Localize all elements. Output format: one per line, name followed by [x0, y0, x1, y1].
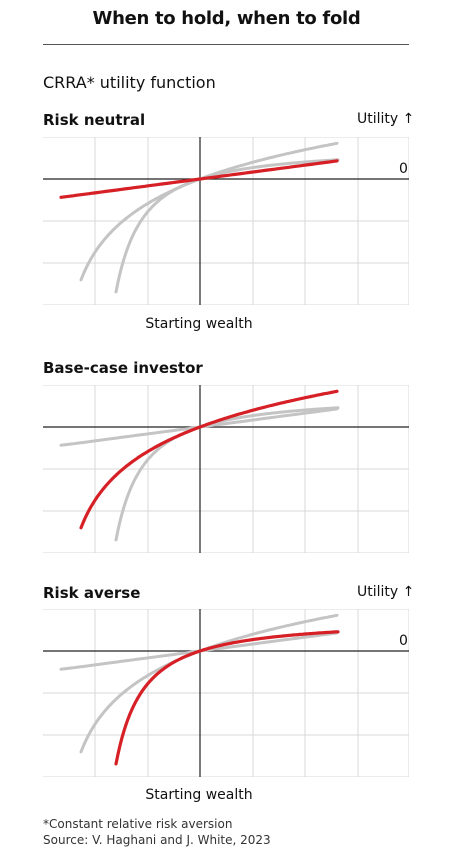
x-axis-label-1: Starting wealth: [145, 316, 253, 332]
series-power-reference: [114, 158, 340, 294]
zero-label-1: 0: [399, 161, 408, 177]
series-linear-highlight: [59, 159, 339, 199]
utility-axis-label-1: Utility ↑: [357, 111, 415, 127]
series-power-reference: [114, 406, 340, 542]
footnote-text: *Constant relative risk aversion: [43, 817, 233, 831]
risk-averse-chart: [43, 609, 409, 777]
panel-title-base-case-investor: Base-case investor: [43, 359, 203, 377]
panel-title-risk-averse: Risk averse: [43, 584, 141, 602]
risk-neutral-chart: [43, 137, 409, 305]
footnote: *Constant relative risk aversion Source:…: [43, 816, 271, 848]
utility-axis-label-3: Utility ↑: [357, 584, 415, 600]
x-axis-label-3: Starting wealth: [145, 787, 253, 803]
series-power-highlight: [114, 630, 340, 766]
series-log-highlight: [79, 389, 339, 530]
source-text: Source: V. Haghani and J. White, 2023: [43, 833, 271, 847]
title-rule: [43, 44, 409, 45]
panel-title-risk-neutral: Risk neutral: [43, 111, 146, 129]
chart-subtitle: CRRA* utility function: [43, 73, 216, 92]
zero-label-3: 0: [399, 633, 408, 649]
base-case-investor-chart: [43, 385, 409, 553]
chart-title: When to hold, when to fold: [92, 8, 361, 29]
